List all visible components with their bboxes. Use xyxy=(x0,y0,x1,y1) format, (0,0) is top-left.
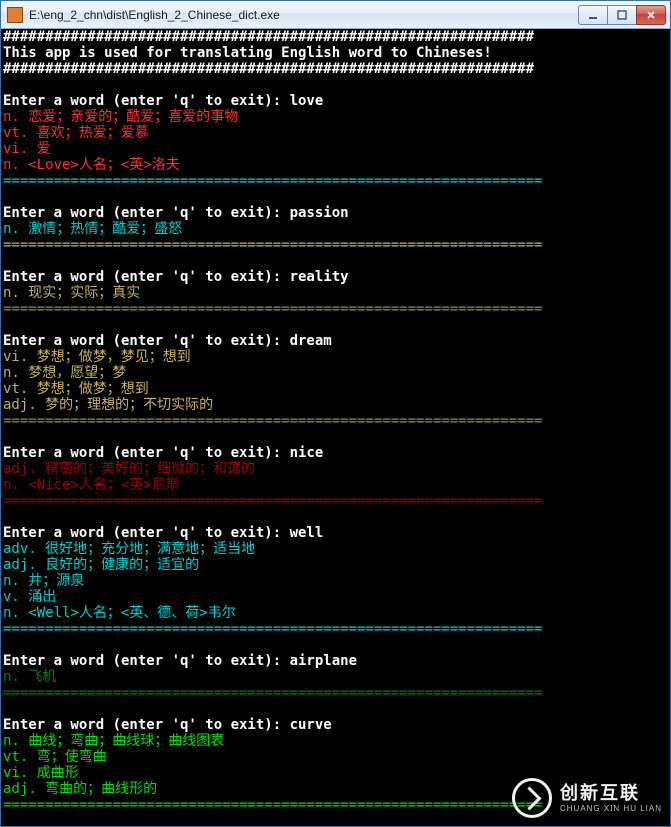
definition-line: vt. 梦想；做梦；想到 xyxy=(3,381,668,397)
minimize-icon xyxy=(588,10,598,20)
app-window: E:\eng_2_chn\dist\English_2_Chinese_dict… xyxy=(0,0,671,827)
separator-line: ========================================… xyxy=(3,301,668,317)
watermark-small: CHUANG XIN HU LIAN xyxy=(560,805,662,813)
separator-line: ========================================… xyxy=(3,237,668,253)
prompt-line: Enter a word (enter 'q' to exit): nice xyxy=(3,445,668,461)
definition-line: n. 激情；热情；酷爱；盛怒 xyxy=(3,221,668,237)
definition-line: vi. 爱 xyxy=(3,141,668,157)
prompt-line: Enter a word (enter 'q' to exit): dream xyxy=(3,333,668,349)
window-title: E:\eng_2_chn\dist\English_2_Chinese_dict… xyxy=(29,8,579,22)
prompt-line: Enter a word (enter 'q' to exit): curve xyxy=(3,717,668,733)
definition-line: n. 恋爱；亲爱的；酷爱；喜爱的事物 xyxy=(3,109,668,125)
prompt-line: Enter a word (enter 'q' to exit): love xyxy=(3,93,668,109)
separator-line: ========================================… xyxy=(3,685,668,701)
titlebar[interactable]: E:\eng_2_chn\dist\English_2_Chinese_dict… xyxy=(1,1,670,29)
definition-line: n. 梦想，愿望；梦 xyxy=(3,365,668,381)
maximize-button[interactable] xyxy=(607,5,637,25)
prompt-line: Enter a word (enter 'q' to exit): well xyxy=(3,525,668,541)
definition-line: adv. 很好地；充分地；满意地；适当地 xyxy=(3,541,668,557)
watermark-big: 创新互联 xyxy=(560,784,662,802)
definition-line: vt. 喜欢；热爱；爱慕 xyxy=(3,125,668,141)
watermark: 创新互联 CHUANG XIN HU LIAN xyxy=(512,778,662,818)
separator-line: ========================================… xyxy=(3,621,668,637)
definition-line: n. <Well>人名；<英、德、荷>韦尔 xyxy=(3,605,668,621)
definition-line: n. 曲线；弯曲；曲线球；曲线图表 xyxy=(3,733,668,749)
app-icon xyxy=(7,7,23,23)
close-button[interactable] xyxy=(636,5,666,25)
watermark-text: 创新互联 CHUANG XIN HU LIAN xyxy=(560,784,662,813)
definition-line: v. 涌出 xyxy=(3,589,668,605)
close-icon xyxy=(646,10,656,20)
header-message: This app is used for translating English… xyxy=(3,45,668,61)
definition-line: vi. 梦想；做梦，梦见；想到 xyxy=(3,349,668,365)
definition-line: adj. 梦的；理想的；不切实际的 xyxy=(3,397,668,413)
prompt-line: Enter a word (enter 'q' to exit): passio… xyxy=(3,205,668,221)
header-border-bottom: ########################################… xyxy=(3,61,668,77)
prompt-line: Enter a word (enter 'q' to exit): airpla… xyxy=(3,653,668,669)
minimize-button[interactable] xyxy=(578,5,608,25)
separator-line: ========================================… xyxy=(3,493,668,509)
definition-line: adj. 精密的；美好的；细微的；和蔼的 xyxy=(3,461,668,477)
console-output[interactable]: ########################################… xyxy=(1,29,670,826)
separator-line: ========================================… xyxy=(3,173,668,189)
definition-line: n. 现实；实际；真实 xyxy=(3,285,668,301)
definition-line: n. 井；源泉 xyxy=(3,573,668,589)
definition-line: n. 飞机 xyxy=(3,669,668,685)
window-buttons xyxy=(579,5,666,25)
definition-line: adj. 良好的；健康的；适宜的 xyxy=(3,557,668,573)
header-border-top: ########################################… xyxy=(3,29,668,45)
prompt-line: Enter a word (enter 'q' to exit): realit… xyxy=(3,269,668,285)
maximize-icon xyxy=(617,10,627,20)
watermark-logo-icon xyxy=(512,778,552,818)
definition-line: n. <Love>人名；<英>洛夫 xyxy=(3,157,668,173)
definition-line: n. <Nice>人名；<英>尼斯 xyxy=(3,477,668,493)
separator-line: ========================================… xyxy=(3,413,668,429)
definition-line: vt. 弯；使弯曲 xyxy=(3,749,668,765)
